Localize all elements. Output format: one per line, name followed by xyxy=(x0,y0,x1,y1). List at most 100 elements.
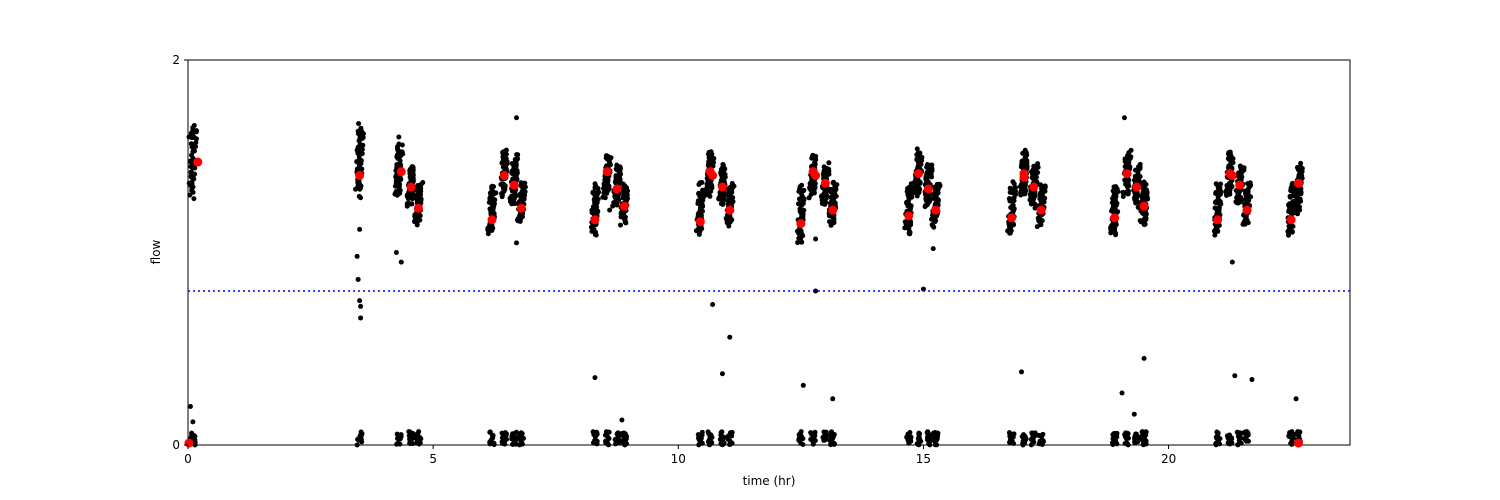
flow-point xyxy=(1242,218,1248,224)
flow-point xyxy=(513,157,519,163)
flow-point xyxy=(914,146,920,152)
outlier-point xyxy=(513,115,519,121)
mean-point xyxy=(619,201,629,211)
outlier-point xyxy=(710,301,716,307)
outlier-point xyxy=(1293,396,1299,402)
flow-point xyxy=(796,201,802,207)
flow-point xyxy=(396,141,402,147)
means-layer xyxy=(184,157,1304,448)
flow-point xyxy=(699,440,705,446)
outlier-point xyxy=(719,371,725,377)
x-tick-label: 10 xyxy=(671,452,686,466)
flow-point xyxy=(418,196,424,202)
outlier-point xyxy=(358,303,364,309)
flow-point xyxy=(1122,164,1128,170)
flow-point xyxy=(1036,432,1042,438)
flow-point xyxy=(699,180,705,186)
flow-point xyxy=(416,441,422,447)
flow-point xyxy=(188,141,194,147)
x-axis-label: time (hr) xyxy=(743,474,796,488)
mean-point xyxy=(1110,213,1120,223)
flow-point xyxy=(513,162,519,168)
mean-point xyxy=(904,211,914,221)
mean-point xyxy=(1242,205,1252,215)
flow-point xyxy=(1299,168,1305,174)
mean-point xyxy=(1213,215,1223,225)
flow-point xyxy=(1023,437,1029,443)
flow-point xyxy=(613,178,619,184)
mean-point xyxy=(355,171,365,180)
x-tick-label: 5 xyxy=(429,452,437,466)
flow-point xyxy=(614,173,620,179)
flow-point xyxy=(1241,165,1247,171)
mean-point xyxy=(1019,172,1029,182)
flow-point xyxy=(603,155,609,161)
flow-point xyxy=(707,152,713,158)
outlier-point xyxy=(187,404,193,409)
flow-point xyxy=(705,189,711,195)
flow-point xyxy=(729,217,735,223)
outlier-point xyxy=(357,226,363,232)
flow-point xyxy=(604,437,610,443)
flow-point xyxy=(1010,202,1016,208)
flow-point xyxy=(1028,442,1034,448)
flow-point xyxy=(624,197,630,203)
outlier-point xyxy=(592,375,598,381)
flow-point xyxy=(722,171,728,177)
flow-point xyxy=(1285,232,1291,238)
mean-point xyxy=(695,217,705,227)
flow-point xyxy=(932,191,938,197)
flow-point xyxy=(717,436,723,442)
y-axis-label: flow xyxy=(149,239,163,264)
flow-point xyxy=(393,178,399,184)
flow-point xyxy=(696,232,702,238)
flow-point xyxy=(522,180,528,186)
flow-point xyxy=(698,432,704,438)
flow-point xyxy=(799,182,805,188)
outlier-point xyxy=(356,144,362,150)
flow-point xyxy=(409,201,415,207)
mean-point xyxy=(1007,213,1017,223)
flow-point xyxy=(604,163,610,169)
flow-point xyxy=(409,164,415,170)
flow-point xyxy=(1115,189,1121,195)
flow-point xyxy=(1123,176,1129,182)
flow-point xyxy=(801,207,807,213)
flow-point xyxy=(1021,432,1027,438)
flow-point xyxy=(700,187,706,193)
mean-point xyxy=(1227,171,1237,180)
x-tick-label: 0 xyxy=(184,452,192,466)
outlier-point xyxy=(1131,411,1137,417)
outlier-point xyxy=(393,250,399,255)
flow-point xyxy=(619,438,625,444)
flow-point xyxy=(1140,182,1146,188)
outlier-point xyxy=(355,276,361,282)
mean-point xyxy=(914,169,924,179)
flow-point xyxy=(725,436,731,442)
flow-point xyxy=(418,181,424,187)
mean-point xyxy=(923,184,933,194)
flow-point xyxy=(1224,183,1230,189)
mean-point xyxy=(931,205,941,215)
flow-point xyxy=(1213,434,1219,440)
flow-point xyxy=(503,157,509,163)
outlier-point xyxy=(358,315,364,321)
outlier-point xyxy=(607,207,613,213)
flow-point xyxy=(1141,216,1147,222)
mean-point xyxy=(1235,180,1245,190)
flow-point xyxy=(592,438,598,444)
flow-point xyxy=(1123,436,1129,442)
flow-point xyxy=(709,440,715,446)
x-tick-label: 20 xyxy=(1161,452,1176,466)
flow-point xyxy=(414,222,420,228)
flow-point xyxy=(416,429,422,435)
outlier-point xyxy=(800,382,806,388)
flow-point xyxy=(1111,430,1117,436)
flow-point xyxy=(1298,160,1304,166)
flow-point xyxy=(358,158,364,164)
flow-point xyxy=(1289,181,1295,187)
flow-point xyxy=(1295,432,1301,438)
flow-point xyxy=(1125,441,1131,447)
flow-point xyxy=(613,441,619,447)
